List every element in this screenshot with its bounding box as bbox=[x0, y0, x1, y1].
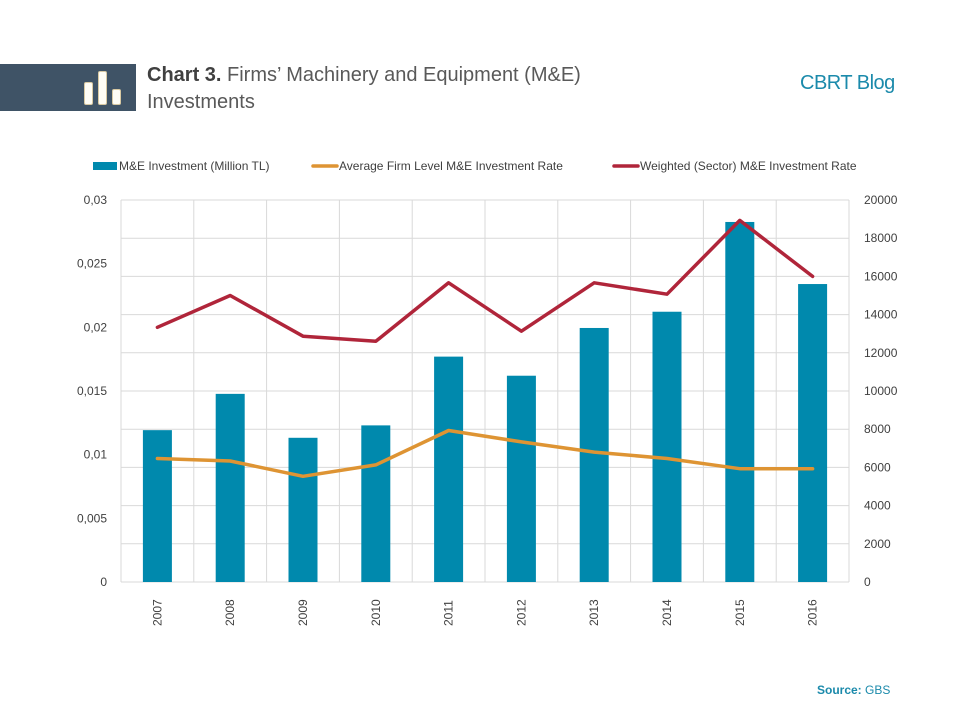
bar-2009 bbox=[288, 437, 318, 582]
x-tick-label: 2014 bbox=[660, 599, 674, 626]
left-tick-label: 0,015 bbox=[77, 384, 107, 398]
source-value: GBS bbox=[861, 683, 891, 697]
right-tick-label: 14000 bbox=[864, 308, 898, 322]
left-tick-label: 0,025 bbox=[77, 257, 107, 271]
weighted-rate-line bbox=[155, 218, 815, 344]
x-tick-label: 2008 bbox=[223, 599, 237, 626]
x-axis-ticks: 2007 2008 2009 2010 2011 2012 2013 2014 2015 2016 bbox=[150, 599, 819, 626]
right-tick-label: 2000 bbox=[864, 537, 891, 551]
bar-2012 bbox=[506, 375, 536, 582]
left-tick-label: 0,03 bbox=[84, 193, 108, 207]
right-tick-label: 6000 bbox=[864, 460, 891, 474]
legend-label-average: Average Firm Level M&E Investment Rate bbox=[339, 159, 563, 173]
chart-title-text: Firms’ Machinery and Equipment (M&E) Inv… bbox=[147, 64, 581, 113]
bar-2014 bbox=[652, 311, 682, 582]
left-tick-label: 0,005 bbox=[77, 511, 107, 525]
legend-label-weighted: Weighted (Sector) M&E Investment Rate bbox=[640, 159, 857, 173]
right-tick-label: 0 bbox=[864, 575, 871, 589]
bar-2016 bbox=[798, 284, 828, 582]
x-tick-label: 2013 bbox=[587, 599, 601, 626]
x-tick-label: 2009 bbox=[296, 599, 310, 626]
right-axis-ticks: 0 2000 4000 6000 8000 10000 12000 14000 16000 180… bbox=[864, 193, 898, 589]
x-tick-label: 2016 bbox=[806, 599, 820, 626]
legend-swatch-bars bbox=[93, 162, 117, 170]
left-axis-ticks: 0 0,005 0,01 0,015 0,02 0,025 0,03 bbox=[77, 193, 107, 589]
right-tick-label: 20000 bbox=[864, 193, 898, 207]
legend: M&E Investment (Million TL) Average Firm … bbox=[93, 159, 857, 173]
left-tick-label: 0,01 bbox=[84, 448, 108, 462]
right-tick-label: 12000 bbox=[864, 346, 898, 360]
bar-2015 bbox=[725, 221, 755, 582]
right-tick-label: 8000 bbox=[864, 422, 891, 436]
right-tick-label: 10000 bbox=[864, 384, 898, 398]
average-rate-line bbox=[155, 428, 815, 479]
x-tick-label: 2011 bbox=[442, 600, 456, 626]
source-note: Source: GBS bbox=[817, 683, 890, 697]
bar-2011 bbox=[434, 356, 464, 582]
right-tick-label: 4000 bbox=[864, 499, 891, 513]
source-label: Source: bbox=[817, 683, 862, 697]
x-tick-label: 2015 bbox=[733, 599, 747, 626]
left-tick-label: 0,02 bbox=[84, 320, 108, 334]
bar-2008 bbox=[215, 393, 245, 582]
bar-2007 bbox=[142, 430, 172, 582]
brand-logo: CBRT Blog bbox=[800, 72, 895, 94]
header-band bbox=[0, 64, 136, 111]
bar-2013 bbox=[579, 327, 609, 582]
bar-2010 bbox=[361, 425, 391, 582]
legend-label-bars: M&E Investment (Million TL) bbox=[119, 159, 270, 173]
chart-title-lead: Chart 3. bbox=[147, 64, 222, 86]
chart-title: Chart 3. Firms’ Machinery and Equipment … bbox=[147, 62, 667, 116]
bar-series bbox=[142, 221, 828, 582]
x-tick-label: 2007 bbox=[150, 599, 164, 626]
right-tick-label: 16000 bbox=[864, 269, 898, 283]
right-tick-label: 18000 bbox=[864, 231, 898, 245]
line-series bbox=[155, 218, 815, 479]
x-tick-label: 2010 bbox=[369, 599, 383, 626]
left-tick-label: 0 bbox=[100, 575, 107, 589]
x-tick-label: 2012 bbox=[514, 599, 528, 626]
